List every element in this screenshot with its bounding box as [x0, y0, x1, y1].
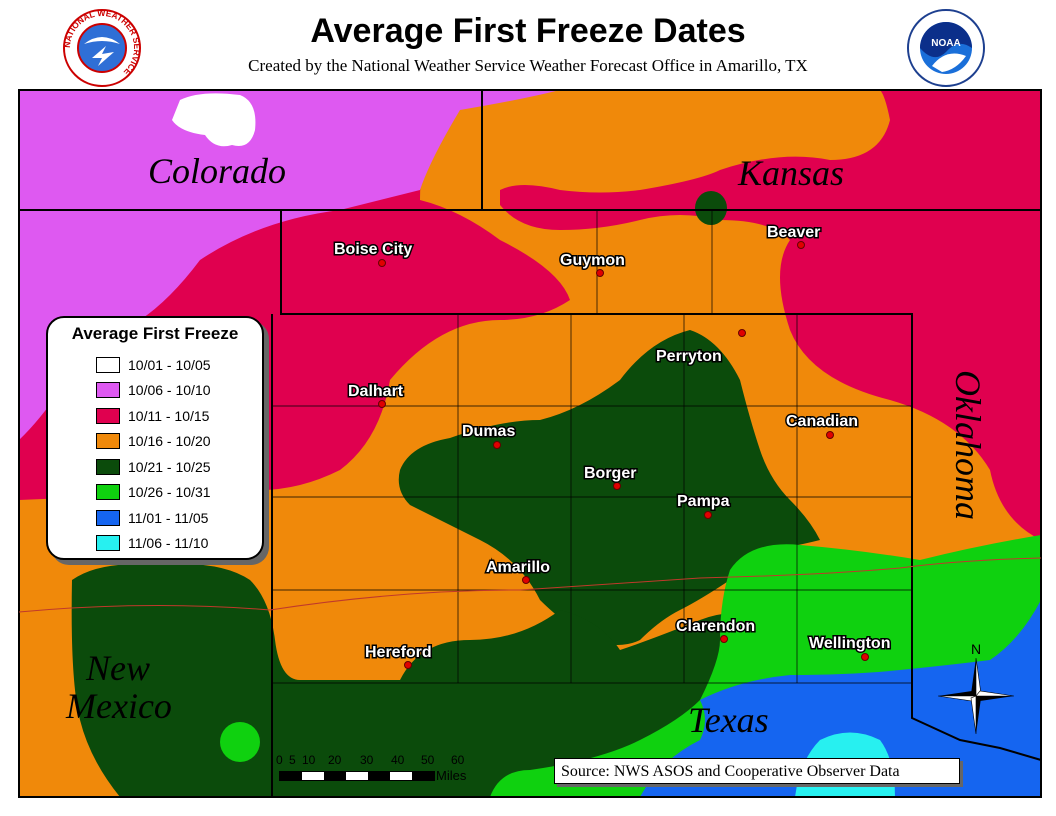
noaa-logo-text: NOAA — [931, 38, 960, 49]
compass-rose-icon: N — [938, 641, 1014, 735]
zone-10-21-central — [398, 330, 820, 645]
zone-11-01 — [640, 600, 1041, 797]
state-label-colorado: Colorado — [148, 151, 286, 191]
legend-swatch — [96, 484, 120, 501]
noaa-logo: NOAA — [907, 9, 985, 87]
compass-north-label: N — [971, 641, 981, 657]
city-dot-wellington — [861, 653, 869, 661]
legend-label: 10/01 - 10/05 — [128, 356, 211, 373]
legend-item: 11/01 - 11/05 — [96, 505, 262, 531]
interstate-40 — [18, 557, 1042, 613]
legend-item: 10/21 - 10/25 — [96, 454, 262, 480]
scale-tick: 50 — [421, 753, 435, 767]
city-dot-borger — [613, 482, 621, 490]
city-dot-boise-city — [378, 259, 386, 267]
legend-title: Average First Freeze — [71, 324, 239, 343]
scale-tick: 10 — [302, 753, 316, 767]
county-lines — [272, 210, 912, 684]
state-label-oklahoma: Oklahoma — [948, 370, 988, 520]
zone-10-01 — [172, 93, 256, 147]
legend-label: 10/16 - 10/20 — [128, 433, 211, 450]
zone-10-06 — [19, 90, 560, 440]
scale-tick: 30 — [360, 753, 374, 767]
zone-10-26-blob — [220, 722, 260, 762]
city-dots — [378, 241, 869, 669]
map-title: Average First Freeze Dates — [310, 12, 746, 50]
city-dot-dumas — [493, 441, 501, 449]
nws-logo: NATIONAL WEATHER SERVICE — [62, 8, 142, 87]
legend-label: 11/01 - 11/05 — [128, 509, 209, 526]
legend-label: 11/06 - 11/10 — [128, 535, 209, 552]
city-dot-hereford — [404, 661, 412, 669]
city-label-perryton: Perryton — [656, 348, 722, 365]
state-borders — [18, 89, 1042, 798]
city-label-beaver: Beaver — [767, 224, 820, 241]
city-label-pampa: Pampa — [677, 493, 730, 510]
legend-label: 10/11 - 10/15 — [128, 407, 210, 424]
city-label-borger: Borger — [584, 465, 636, 482]
legend-label: 10/26 - 10/31 — [128, 484, 211, 501]
scale-tick: 60 — [451, 753, 465, 767]
city-label-dalhart: Dalhart — [348, 383, 404, 400]
city-label-amarillo: Amarillo — [486, 559, 550, 576]
scale-tick: 5 — [289, 753, 296, 767]
scale-unit: Miles — [436, 768, 467, 783]
city-label-canadian: Canadian — [786, 413, 858, 430]
city-label-clarendon: Clarendon — [676, 618, 755, 635]
legend-label: 10/21 - 10/25 — [128, 458, 211, 475]
city-label-hereford: Hereford — [365, 644, 432, 661]
source-note: Source: NWS ASOS and Cooperative Observe… — [554, 758, 960, 784]
legend: Average First Freeze 10/01 - 10/05 10/06… — [46, 316, 264, 560]
city-dot-clarendon — [720, 635, 728, 643]
city-dot-perryton — [738, 329, 746, 337]
scale-tick: 0 — [276, 753, 283, 767]
legend-item: 11/06 - 11/10 — [96, 531, 262, 557]
state-label-kansas: Kansas — [737, 153, 844, 193]
city-label-dumas: Dumas — [462, 423, 515, 440]
legend-swatch — [96, 356, 120, 373]
legend-swatch — [96, 407, 120, 424]
map-subtitle: Created by the National Weather Service … — [248, 56, 808, 75]
legend-swatch — [96, 535, 120, 552]
legend-item: 10/06 - 10/10 — [96, 378, 262, 404]
zone-10-21-blob — [695, 191, 727, 225]
city-label-guymon: Guymon — [560, 252, 625, 269]
city-dot-dalhart — [378, 400, 386, 408]
city-dot-beaver — [797, 241, 805, 249]
state-label-new-mexico-2: Mexico — [65, 686, 172, 726]
zone-10-11-north — [420, 90, 1041, 540]
scale-tick: 20 — [328, 753, 342, 767]
legend-swatch — [96, 382, 120, 399]
legend-swatch — [96, 509, 120, 526]
city-dot-canadian — [826, 431, 834, 439]
legend-item: 10/26 - 10/31 — [96, 480, 262, 506]
city-label-boise-city: Boise City — [334, 241, 412, 258]
legend-swatch — [96, 458, 120, 475]
scale-bar-graphic — [279, 771, 435, 781]
state-label-new-mexico-1: New — [85, 648, 150, 688]
state-label-texas: Texas — [688, 700, 769, 740]
legend-label: 10/06 - 10/10 — [128, 382, 211, 399]
city-label-wellington: Wellington — [809, 635, 890, 652]
city-dot-pampa — [704, 511, 712, 519]
scale-tick: 40 — [391, 753, 405, 767]
scale-bar: 0 5 10 20 30 40 50 60 Miles — [272, 753, 532, 783]
city-dot-amarillo — [522, 576, 530, 584]
legend-item: 10/11 - 10/15 — [96, 403, 262, 429]
legend-swatch — [96, 433, 120, 450]
city-dot-guymon — [596, 269, 604, 277]
legend-item: 10/01 - 10/05 — [96, 352, 262, 378]
legend-item: 10/16 - 10/20 — [96, 429, 262, 455]
